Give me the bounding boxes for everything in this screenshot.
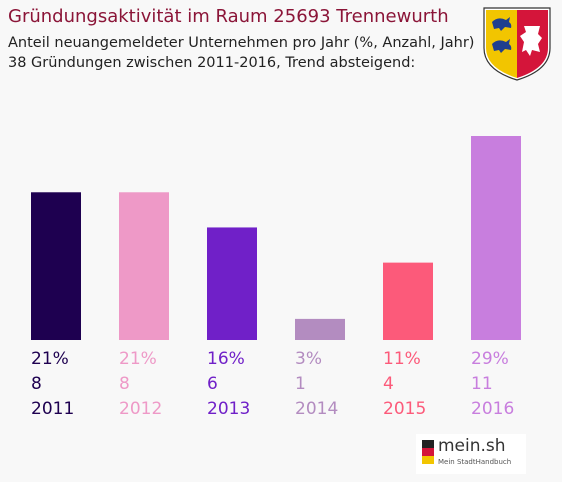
year-label-2014: 2014 [295,399,338,419]
year-label-2012: 2012 [119,399,162,419]
chart-summary: 38 Gründungen zwischen 2011-2016, Trend … [8,55,416,71]
count-label-2012: 8 [119,374,130,394]
year-label-2015: 2015 [383,399,426,419]
count-label-2011: 8 [31,374,42,394]
count-label-2013: 6 [207,374,218,394]
count-label-2015: 4 [383,374,394,394]
bar-2016 [471,136,521,340]
germany-map-icon [422,440,434,464]
chart-title: Gründungsaktivität im Raum 25693 Trennew… [8,6,449,27]
bar-2013 [207,227,257,340]
percent-label-2012: 21% [119,349,157,369]
year-label-2016: 2016 [471,399,514,419]
percent-label-2011: 21% [31,349,69,369]
percent-label-2015: 11% [383,349,421,369]
mein-sh-logo: mein.sh Mein StadtHandbuch [416,434,526,474]
percent-label-2016: 29% [471,349,509,369]
year-label-2011: 2011 [31,399,74,419]
schleswig-holstein-coat-of-arms-icon [483,7,551,81]
bar-2015 [383,262,433,340]
year-label-2013: 2013 [207,399,250,419]
bar-2012 [119,192,169,340]
bar-2011 [31,192,81,340]
percent-label-2013: 16% [207,349,245,369]
bar-2014 [295,318,345,340]
logo-tagline: Mein StadtHandbuch [438,458,512,466]
count-label-2016: 11 [471,374,493,394]
count-label-2014: 1 [295,374,306,394]
percent-label-2014: 3% [295,349,322,369]
chart-subtitle: Anteil neuangemeldeter Unternehmen pro J… [8,35,475,51]
logo-name: mein.sh [438,436,506,456]
